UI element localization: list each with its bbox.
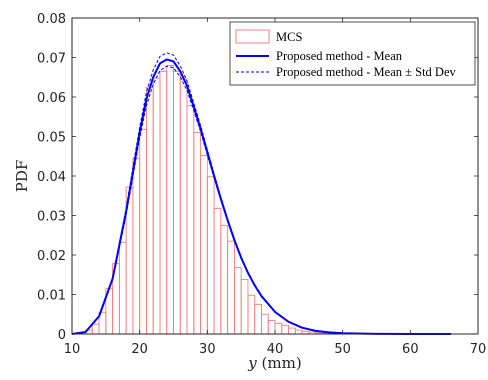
histogram-bar — [132, 157, 141, 335]
y-tick-label: 0.07 — [37, 52, 66, 67]
histogram-bar — [227, 240, 235, 335]
x-tick-label: 60 — [402, 342, 419, 357]
y-tick-label: 0.01 — [37, 289, 66, 304]
histogram-bar — [206, 176, 215, 335]
histogram-bar — [193, 132, 202, 335]
histogram-bar — [220, 224, 229, 335]
x-axis-label: y (mm) — [247, 354, 301, 372]
histogram-bars — [85, 64, 344, 335]
histogram-bar — [173, 70, 181, 335]
histogram-bar — [288, 327, 296, 335]
std-dev-curve — [71, 52, 451, 335]
y-tick-label: 0.03 — [37, 210, 66, 225]
histogram-bar — [200, 155, 208, 335]
histogram-bar — [186, 105, 195, 335]
histogram-bar — [274, 322, 283, 335]
histogram-bar — [281, 324, 289, 335]
legend: MCS Proposed method - Mean Proposed meth… — [229, 21, 476, 86]
x-tick-label: 20 — [131, 342, 148, 357]
legend-std-label: Proposed method - Mean ± Std Dev — [276, 65, 457, 79]
histogram-bar — [91, 323, 100, 335]
y-ticks: 0 0.01 0.02 0.03 0.04 0.05 0.06 0.07 0.08 — [37, 12, 478, 343]
x-ticks: 10 20 30 40 50 60 70 — [64, 18, 487, 357]
y-tick-label: 0 — [58, 328, 66, 343]
x-tick-label: 50 — [334, 342, 351, 357]
histogram-bar — [247, 294, 256, 335]
histogram-bar — [159, 70, 168, 335]
x-tick-label: 30 — [199, 342, 216, 357]
x-tick-label: 10 — [64, 342, 81, 357]
histogram-bar — [145, 86, 154, 335]
histogram-bar — [267, 320, 276, 335]
y-tick-label: 0.08 — [37, 12, 66, 27]
curves — [71, 52, 451, 335]
histogram-bar — [139, 128, 147, 335]
y-tick-label: 0.05 — [37, 131, 66, 146]
histogram-bar — [179, 78, 188, 335]
x-tick-label: 70 — [470, 342, 487, 357]
legend-mcs-label: MCS — [276, 30, 302, 44]
histogram-bar — [240, 279, 249, 335]
histogram-bar — [213, 207, 222, 335]
histogram-bar — [118, 241, 127, 335]
y-tick-label: 0.02 — [37, 249, 66, 264]
histogram-bar — [294, 329, 303, 335]
legend-mean-label: Proposed method - Mean — [276, 49, 403, 63]
y-axis-label: PDF — [13, 160, 31, 193]
legend-box — [229, 21, 476, 86]
histogram-bar — [233, 267, 242, 335]
y-tick-label: 0.06 — [37, 91, 66, 106]
mean-curve — [71, 58, 451, 335]
histogram-bar — [166, 64, 174, 335]
x-tick-label: 40 — [267, 342, 284, 357]
histogram-bar — [254, 303, 262, 335]
histogram-bar — [152, 77, 161, 335]
legend-mcs-swatch — [235, 29, 270, 44]
histogram-bar — [261, 313, 269, 335]
y-tick-label: 0.04 — [37, 170, 66, 185]
